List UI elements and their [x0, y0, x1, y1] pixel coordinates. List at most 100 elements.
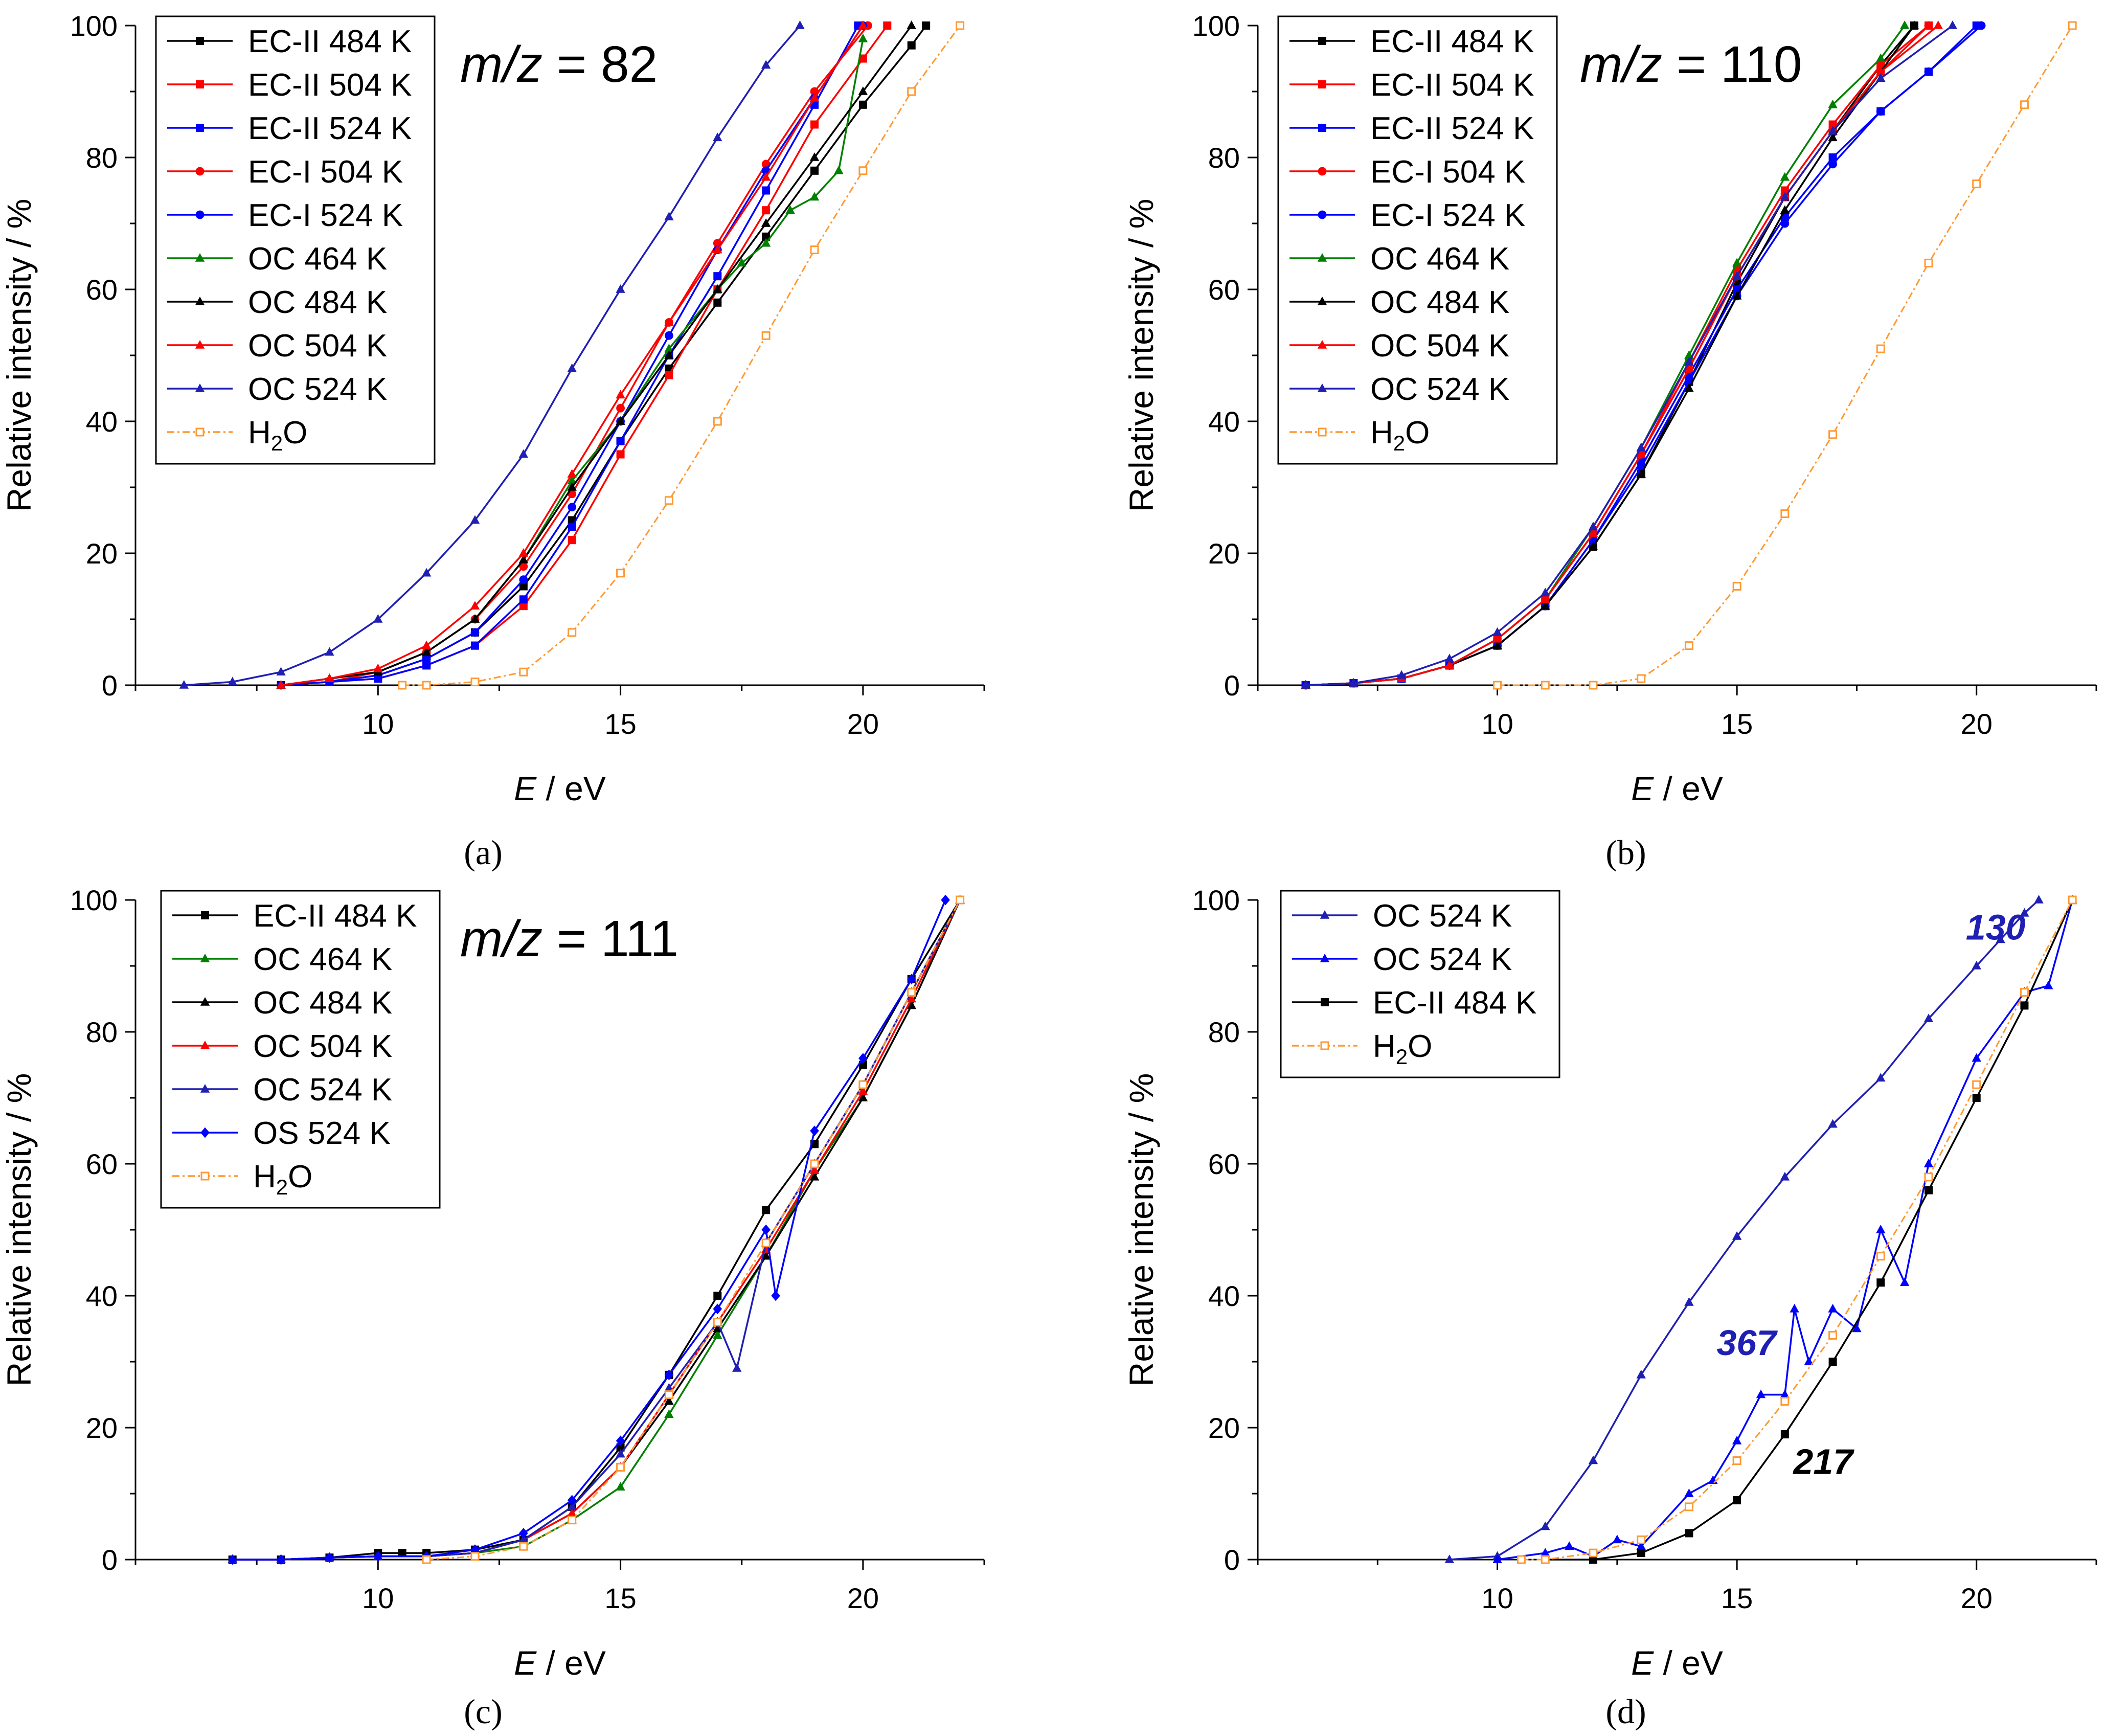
series-1 [1492, 895, 2077, 1563]
data-point [713, 1323, 722, 1333]
legend-marker [1320, 1041, 1329, 1050]
legend-marker [1318, 427, 1327, 437]
data-point [616, 437, 625, 445]
x-tick-label: 15 [604, 708, 636, 740]
legend-entry: OC 524 K [167, 372, 387, 407]
data-point [519, 575, 528, 584]
data-point [664, 1390, 673, 1399]
data-point [1636, 442, 1646, 452]
data-point [471, 641, 479, 650]
legend-label: H2O [253, 1159, 312, 1199]
data-point [1780, 1171, 1790, 1181]
data-point [1636, 449, 1646, 458]
data-point [907, 994, 916, 1003]
data-point [422, 1555, 431, 1564]
series-line [329, 25, 859, 683]
legend-label: EC-II 504 K [248, 67, 412, 103]
series-5 [228, 894, 950, 1565]
data-point [470, 1552, 480, 1561]
legend-label-subscript: 2 [1393, 431, 1405, 455]
data-point [858, 166, 868, 175]
legend-marker [1318, 210, 1327, 219]
legend-entry: OC 484 K [167, 285, 387, 320]
legend-entry: EC-II 524 K [1289, 111, 1534, 146]
data-point [809, 152, 820, 161]
legend-marker [200, 1171, 210, 1181]
data-point [1684, 1502, 1693, 1512]
legend-marker [200, 1084, 210, 1093]
data-point [1876, 1073, 1886, 1082]
data-point [1732, 258, 1742, 267]
legend-entry: OC 484 K [172, 985, 392, 1021]
data-point [1589, 1548, 1598, 1558]
series-line [184, 25, 801, 686]
y-tick-label: 40 [1208, 405, 1240, 438]
data-point [1780, 205, 1790, 214]
x-axis-label: E / eV [1631, 770, 1723, 807]
x-axis-label: E / eV [514, 1644, 606, 1682]
data-point [665, 371, 673, 379]
data-point [1972, 1080, 1981, 1089]
data-point [664, 350, 674, 359]
data-point [1780, 1430, 1789, 1438]
series-line [1497, 899, 2073, 1561]
legend-entry: OC 464 K [1289, 241, 1509, 277]
data-point [1492, 1554, 1502, 1563]
series-8 [179, 20, 805, 689]
data-point [421, 568, 432, 577]
legend-label: EC-I 524 K [1370, 198, 1525, 233]
data-point [761, 172, 771, 181]
legend-entry: OC 524 K [172, 1072, 392, 1108]
chart-title-symbol: m/z [460, 36, 542, 93]
data-point [1828, 1358, 1837, 1366]
x-tick-label: 10 [362, 708, 394, 740]
data-point [1828, 1331, 1838, 1340]
data-point [1977, 21, 1986, 30]
y-tick-label: 80 [86, 142, 118, 174]
data-point [1684, 1297, 1694, 1306]
chart-title-value: = 82 [542, 36, 658, 93]
legend-label: EC-I 524 K [248, 198, 403, 233]
x-tick-label: 15 [1721, 1582, 1753, 1614]
y-tick-label: 20 [86, 537, 118, 570]
data-point [2020, 988, 2029, 997]
data-point [1876, 1225, 1886, 1233]
legend: OC 524 K OC 524 K EC-II 484 K H2O [1280, 890, 1560, 1078]
data-point [810, 1125, 819, 1136]
legend-label-subscript: 2 [276, 1175, 288, 1199]
data-point [1924, 1173, 1933, 1182]
data-point [761, 1251, 771, 1260]
legend-label: EC-II 524 K [1370, 111, 1534, 146]
legend-entry: OC 464 K [172, 942, 392, 977]
legend-marker [1317, 340, 1327, 349]
series-line [426, 899, 961, 1561]
data-point [858, 1086, 868, 1095]
data-point [941, 894, 950, 906]
data-point [664, 1409, 674, 1418]
legend-marker [1317, 384, 1327, 392]
y-tick-label: 60 [1208, 1148, 1240, 1180]
data-point [713, 417, 722, 426]
data-point [470, 614, 480, 623]
data-point [713, 132, 722, 142]
data-point [810, 120, 819, 129]
data-point [2020, 908, 2029, 917]
data-point [519, 667, 528, 677]
legend-marker [196, 80, 204, 88]
data-point [616, 1462, 625, 1472]
data-point [519, 602, 528, 611]
data-point [325, 673, 334, 682]
data-point [1541, 601, 1550, 610]
legend-entry: OC 504 K [167, 328, 387, 364]
data-point [761, 60, 771, 69]
legend-label: OC 484 K [1370, 285, 1509, 320]
data-point [664, 1383, 674, 1392]
legend-label: OC 464 K [253, 942, 392, 977]
data-point [771, 1290, 780, 1301]
data-point [373, 614, 383, 623]
chart-title-value: = 110 [1662, 36, 1802, 93]
y-tick-label: 0 [102, 669, 118, 702]
data-point [1780, 1389, 1790, 1399]
data-point [761, 331, 771, 340]
y-axis-label: Relative intensity / % [1122, 1073, 1160, 1387]
